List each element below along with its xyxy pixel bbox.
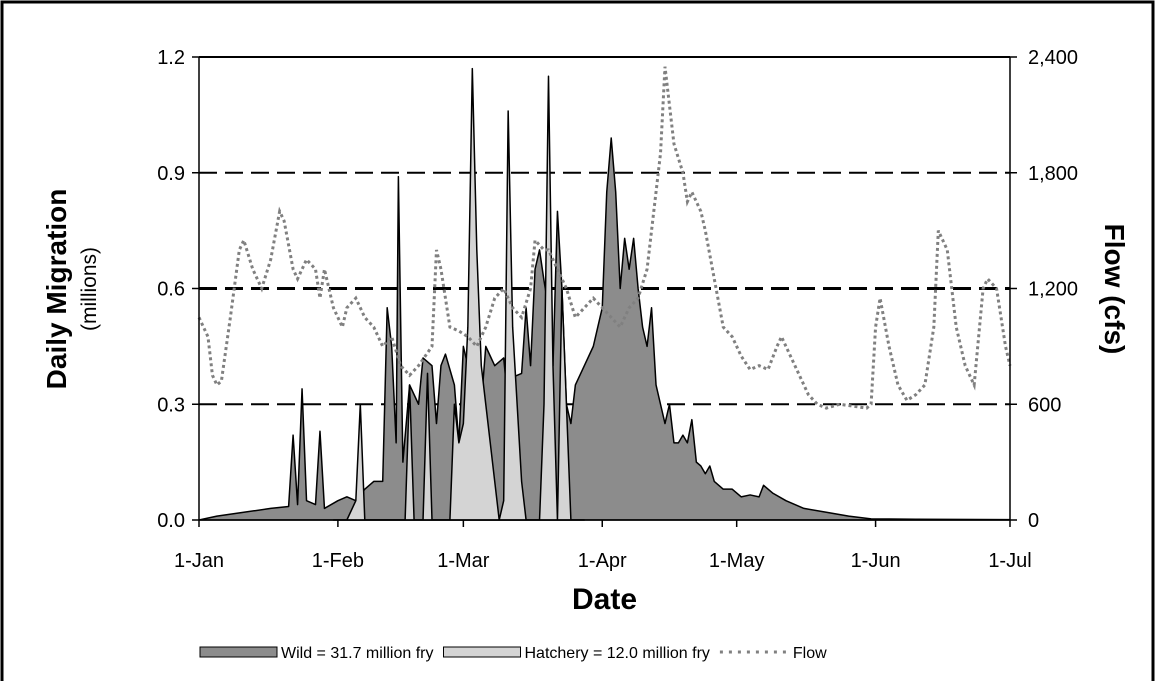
y-tick-label: 1.2 [157,47,185,69]
x-tick-label: 1-Jan [174,550,224,572]
area-series [198,137,1011,521]
area-series [332,67,586,521]
y2-axis-title: Flow (cfs) [1099,224,1130,355]
x-tick-label: 1-Apr [578,550,627,572]
x-tick-label: 1-Jun [851,550,901,572]
x-tick-label: 1-Mar [437,550,490,572]
y-axis-title: Daily Migration [41,189,72,390]
x-tick-label: 1-Feb [312,550,364,572]
legend-swatch [443,646,521,658]
x-tick-label: 1-Jul [988,550,1031,572]
y2-tick-label: 1,800 [1028,163,1078,185]
y2-tick-label: 1,200 [1028,279,1078,301]
legend-label: Wild = 31.7 million fry [281,645,434,662]
y-tick-label: 0.3 [157,394,185,416]
y2-tick-label: 600 [1028,394,1061,416]
y-axis-title-main: Daily Migration [41,189,72,390]
x-tick-label: 1-May [709,550,765,572]
y-axis-title-sub: (millions) [78,247,101,331]
plot-area [197,66,1012,521]
y-tick-label: 0.6 [157,279,185,301]
y2-tick-label: 0 [1028,510,1039,532]
legend-swatch [199,646,278,658]
legend-label: Hatchery = 12.0 million fry [525,645,710,662]
x-axis-title: Date [572,583,637,616]
flow-line [197,66,1012,410]
y-tick-label: 0.0 [157,510,185,532]
y2-tick-label: 2,400 [1028,47,1078,69]
legend-label: Flow [793,645,827,662]
y-tick-label: 0.9 [157,163,185,185]
